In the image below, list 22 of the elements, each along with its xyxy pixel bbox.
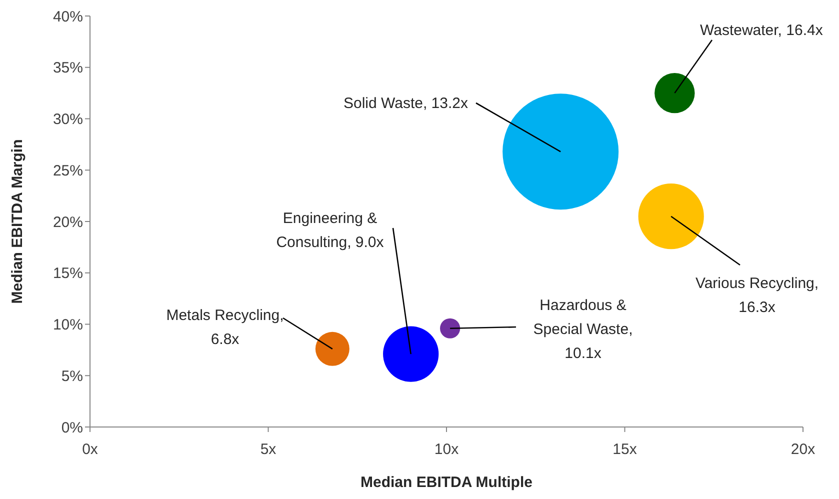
- annotation: Solid Waste, 13.2x: [343, 95, 468, 112]
- x-tick-label: 15x: [612, 441, 638, 458]
- annotation: Hazardous & Special Waste, 10.1x: [533, 297, 633, 362]
- y-tick-label: 20%: [52, 214, 83, 231]
- x-tick-label: 20x: [790, 441, 816, 458]
- x-tick-label: 10x: [434, 441, 460, 458]
- y-tick-label: 10%: [52, 316, 83, 334]
- x-tick-label: 5x: [260, 441, 277, 458]
- annotation: Various Recycling, 16.3x: [695, 275, 819, 316]
- annotation: Metals Recycling, 6.8x: [166, 307, 284, 348]
- annotation: Wastewater, 16.4x: [700, 22, 824, 39]
- y-tick-label: 30%: [52, 111, 83, 128]
- y-tick-label: 5%: [61, 368, 83, 385]
- x-tick-label: 0x: [82, 441, 98, 458]
- y-tick-label: 0%: [61, 419, 83, 436]
- y-tick-label: 40%: [52, 8, 83, 26]
- annotation: Engineering & Consulting, 9.0x: [276, 210, 384, 251]
- y-tick-label: 15%: [52, 265, 83, 282]
- y-tick-label: 25%: [52, 162, 83, 180]
- y-axis-title: Median EBITDA Margin: [9, 139, 26, 304]
- y-tick-label: 35%: [52, 60, 83, 77]
- x-axis-title: Median EBITDA Multiple: [360, 474, 532, 491]
